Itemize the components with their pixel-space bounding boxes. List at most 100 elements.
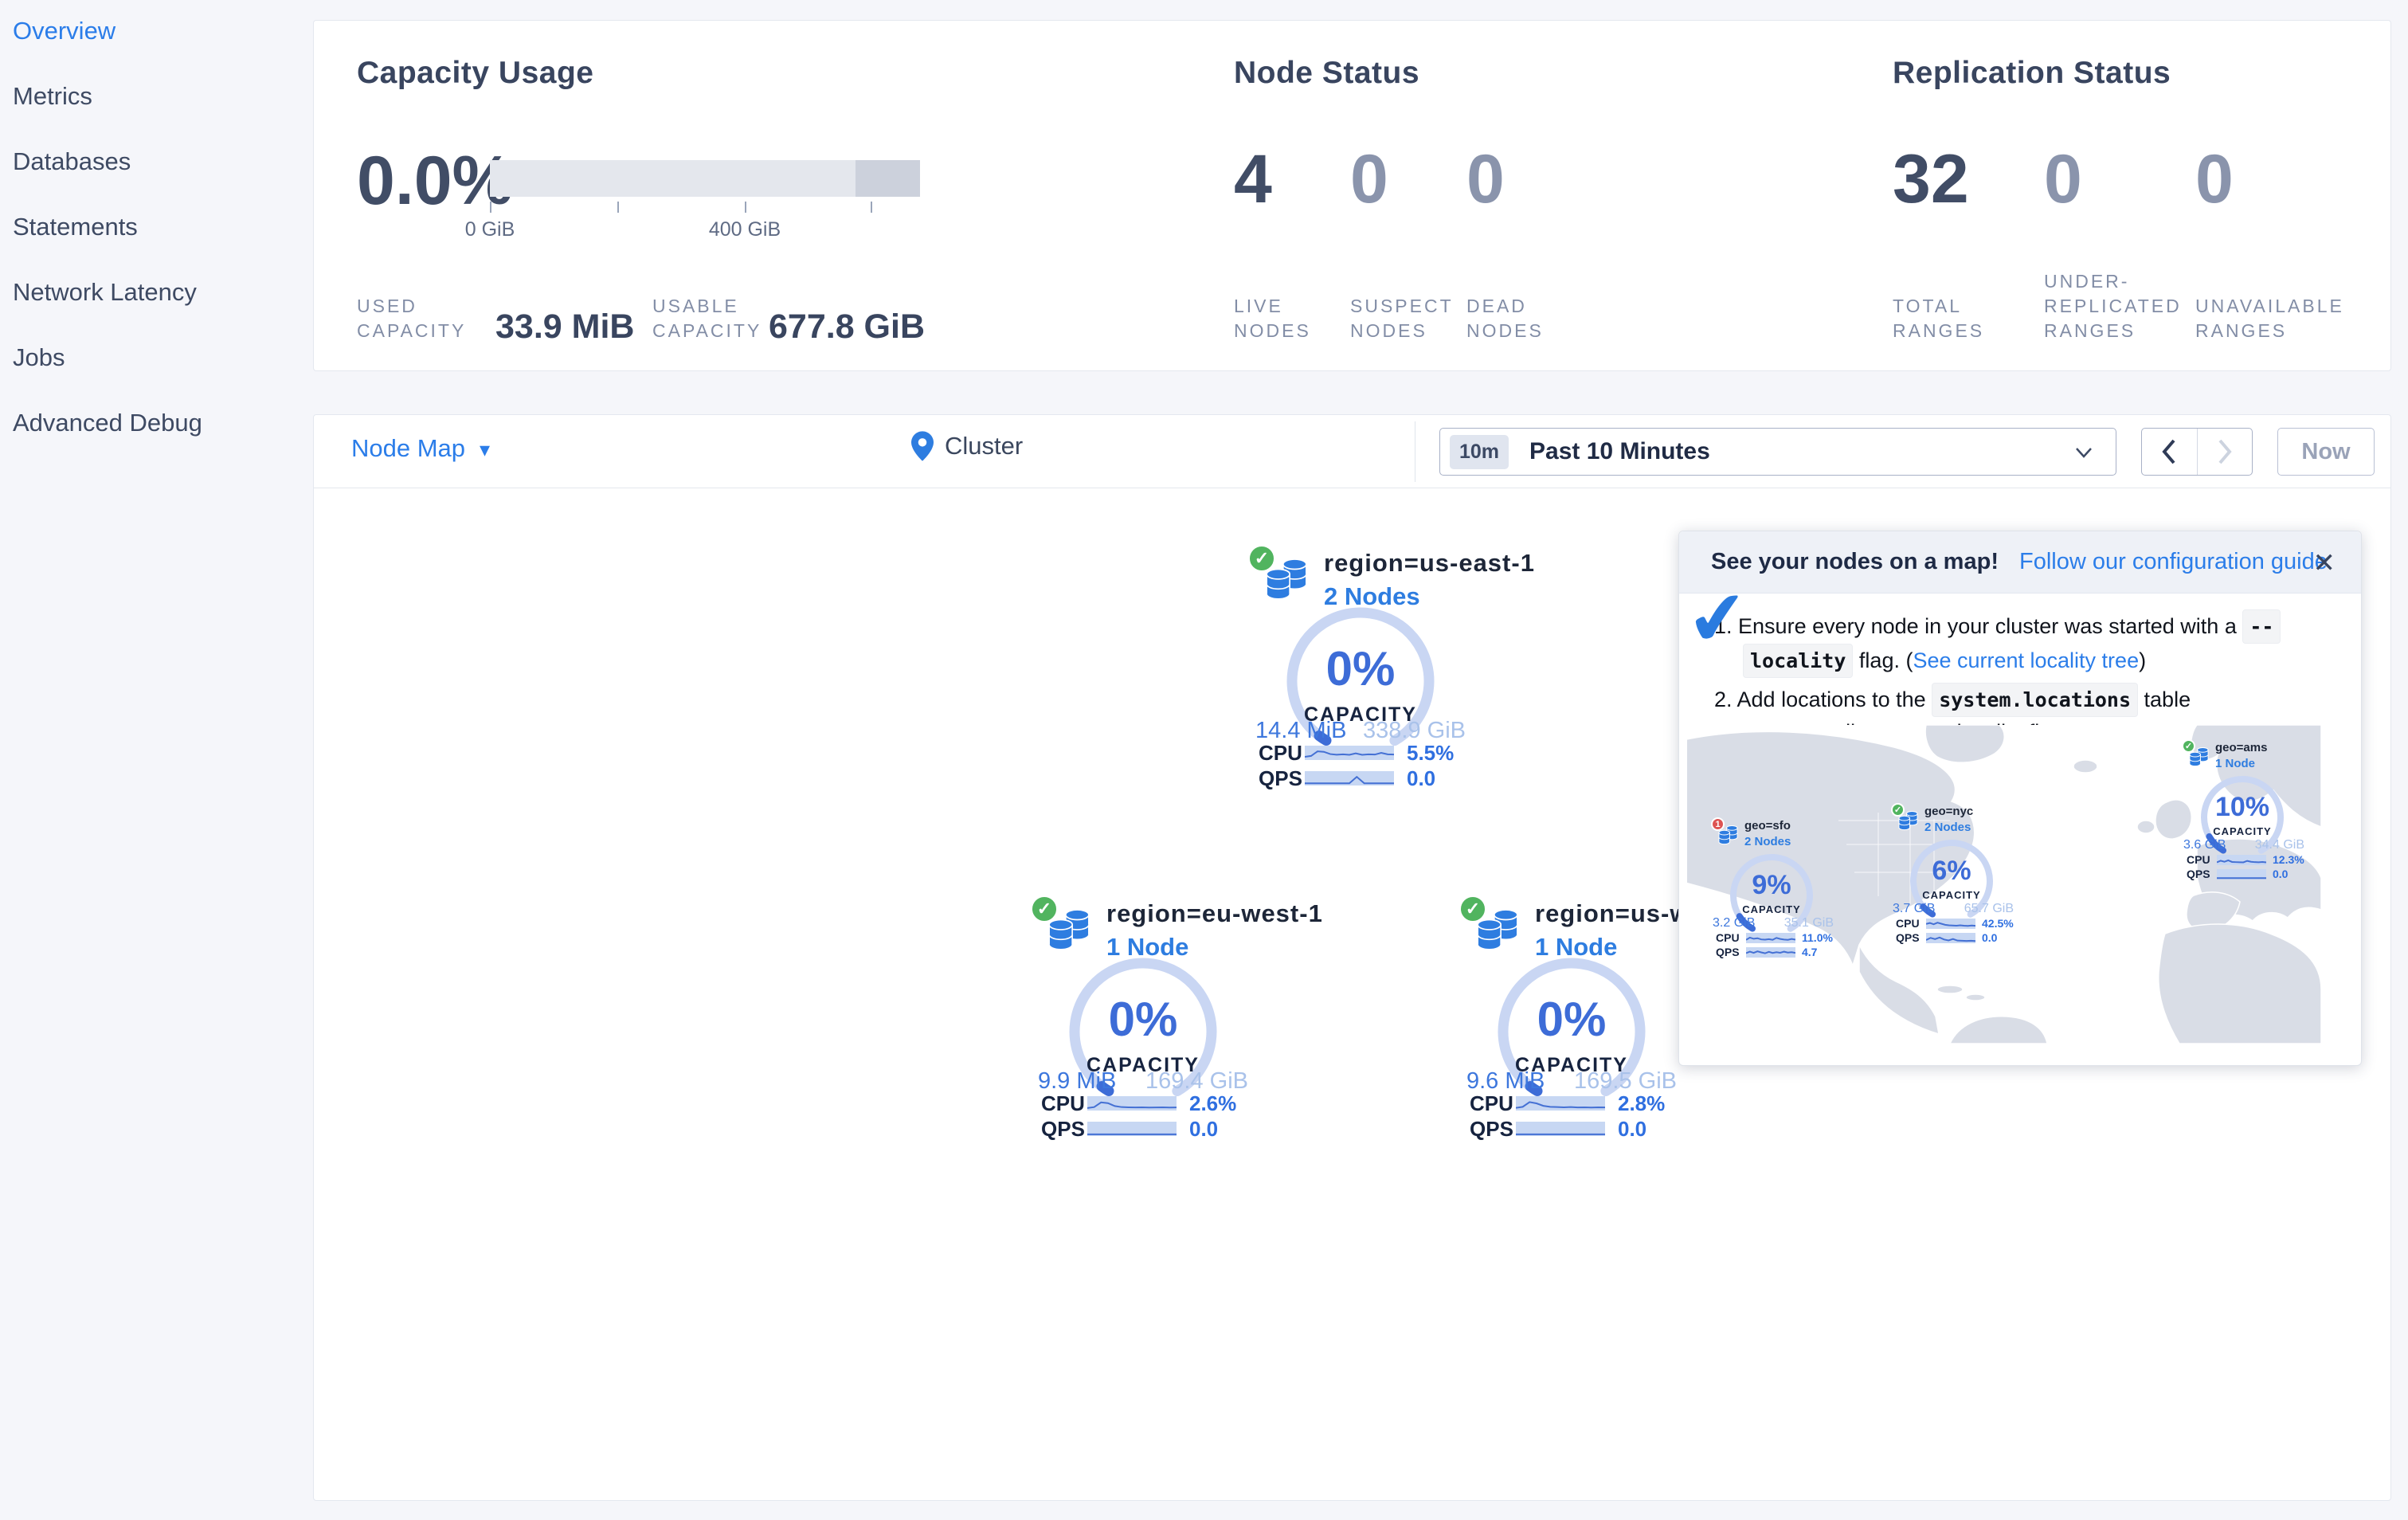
- sidebar-item-metrics[interactable]: Metrics: [13, 82, 92, 110]
- now-button[interactable]: Now: [2277, 428, 2375, 476]
- node-warning-badge: 1: [1711, 817, 1725, 831]
- capacity-bar-axis: [490, 202, 920, 213]
- map-node-us-east-1[interactable]: ✓ region=us-east-1 2 Nodes 0% CAPACITY: [1247, 544, 1534, 799]
- qps-label: QPS: [1896, 931, 1920, 944]
- mini-world-map: 1 geo=sfo 2 Nodes: [1687, 725, 2321, 1044]
- locality-tree-link[interactable]: See current locality tree: [1913, 648, 2140, 672]
- sidebar-item-statements[interactable]: Statements: [13, 213, 138, 241]
- node-total-value: 169.5 GiB: [1574, 1068, 1677, 1094]
- node-count-link[interactable]: 2 Nodes: [1324, 582, 1420, 610]
- sidebar-item-jobs[interactable]: Jobs: [13, 343, 65, 371]
- gauge-percent: 9%: [1752, 870, 1791, 900]
- capacity-gauge: [1286, 607, 1435, 755]
- usable-capacity-label: USABLE CAPACITY: [652, 296, 762, 341]
- view-selector-label: Node Map: [351, 434, 466, 462]
- capacity-used-percent: 0.0%: [357, 143, 514, 219]
- check-icon: ✓: [1036, 899, 1052, 919]
- capacity-gauge: [1730, 854, 1813, 937]
- time-next-button[interactable]: [2196, 429, 2253, 475]
- node-healthy-badge: ✓: [2182, 739, 2195, 753]
- suspect-nodes-count: 0: [1350, 141, 1388, 217]
- database-icon: [1266, 558, 1307, 600]
- capacity-usage-title: Capacity Usage: [357, 56, 594, 90]
- node-total-value: 34.4 GiB: [2254, 838, 2304, 852]
- cpu-value: 12.3%: [2273, 853, 2304, 866]
- sidebar-item-overview[interactable]: Overview: [13, 17, 116, 45]
- sidebar-item-databases[interactable]: Databases: [13, 147, 131, 175]
- qps-label: QPS: [1470, 1116, 1513, 1141]
- breadcrumb[interactable]: Cluster: [911, 431, 1023, 461]
- gauge-percent: 6%: [1932, 856, 1971, 886]
- popup-header: See your nodes on a map! Follow our conf…: [1679, 531, 2361, 594]
- sidebar: Overview Metrics Databases Statements Ne…: [0, 0, 313, 1520]
- chevron-right-icon: [2218, 439, 2232, 464]
- map-node-eu-west-1[interactable]: ✓ region=eu-west-1 1 Node 0% CAPACITY: [1030, 895, 1322, 1150]
- node-total-value: 169.4 GiB: [1145, 1068, 1248, 1094]
- check-icon: ✓: [1465, 899, 1481, 919]
- sidebar-item-network-latency[interactable]: Network Latency: [13, 278, 197, 306]
- cpu-sparkline: [1746, 932, 1795, 943]
- qps-sparkline: [2217, 868, 2266, 879]
- popup-step: 1. Ensure every node in your cluster was…: [1714, 609, 2329, 678]
- total-ranges-count: 32: [1893, 141, 1969, 217]
- gauge-capacity-label: CAPACITY: [1087, 1054, 1200, 1076]
- total-ranges-label: TOTAL RANGES: [1893, 296, 1985, 341]
- replication-status-title: Replication Status: [1893, 56, 2171, 90]
- qps-value: 0.0: [1982, 931, 1998, 944]
- cpu-label: CPU: [2187, 853, 2210, 866]
- cpu-value: 5.5%: [1407, 740, 1455, 765]
- node-locality-label: geo=sfo: [1744, 819, 1791, 832]
- view-selector-dropdown[interactable]: Node Map ▾: [351, 434, 490, 463]
- node-used-value: 3.2 GiB: [1713, 916, 1756, 930]
- node-count-link[interactable]: 1 Node: [1535, 933, 1618, 961]
- time-prev-button[interactable]: [2142, 429, 2197, 475]
- live-nodes-count: 4: [1234, 141, 1272, 217]
- qps-value: 4.7: [1802, 946, 1818, 958]
- qps-sparkline: [1926, 932, 1975, 943]
- database-icon: [1898, 810, 1918, 831]
- check-icon: ✓: [1254, 548, 1270, 568]
- cpu-value: 2.8%: [1618, 1091, 1666, 1115]
- configuration-guide-link[interactable]: Follow our configuration guide: [2018, 549, 2328, 574]
- sidebar-item-advanced-debug[interactable]: Advanced Debug: [13, 409, 202, 437]
- step-text: ): [2139, 648, 2147, 672]
- node-count-link[interactable]: 1 Node: [1106, 933, 1189, 961]
- cpu-value: 11.0%: [1802, 931, 1833, 944]
- under-replicated-ranges-count: 0: [2044, 141, 2082, 217]
- code-token: locality: [1743, 644, 1854, 678]
- big-check-icon: ✔: [1682, 575, 1753, 663]
- node-count-label: 1 Node: [2215, 757, 2256, 770]
- node-healthy-badge: ✓: [1247, 544, 1276, 573]
- cpu-sparkline: [1305, 746, 1394, 760]
- check-icon: ✓: [1893, 805, 1902, 815]
- cpu-value: 42.5%: [1982, 917, 2014, 930]
- unavailable-ranges-count: 0: [2195, 141, 2234, 217]
- chevron-down-icon: [2076, 448, 2092, 458]
- time-range-badge: 10m: [1450, 434, 1509, 469]
- cpu-sparkline: [1516, 1096, 1605, 1111]
- gauge-capacity-label: CAPACITY: [1922, 889, 1981, 901]
- capacity-gauge: [1910, 840, 1993, 923]
- usable-capacity-value: 677.8 GiB: [769, 308, 925, 346]
- capacity-axis-label-0: 0 GiB: [464, 218, 515, 241]
- gauge-percent: 10%: [2214, 792, 2270, 822]
- qps-sparkline: [1305, 771, 1394, 785]
- unavailable-ranges-label: UNAVAILABLE RANGES: [2195, 296, 2344, 341]
- world-map-graphic: [1687, 725, 2321, 1044]
- cpu-sparkline: [2217, 854, 2266, 865]
- code-token: system.locations: [1932, 683, 2139, 717]
- close-icon[interactable]: ✕: [2312, 548, 2336, 578]
- node-healthy-badge: ✓: [1030, 895, 1059, 923]
- map-node-us-west-1[interactable]: ✓ region=us-west-1 1 Node 0% CAPACITY: [1459, 895, 1751, 1150]
- node-healthy-badge: ✓: [1459, 895, 1487, 923]
- cpu-sparkline: [1087, 1096, 1177, 1111]
- live-nodes-label: LIVE NODES: [1234, 296, 1311, 341]
- qps-sparkline: [1087, 1122, 1177, 1136]
- gauge-capacity-label: CAPACITY: [1742, 903, 1801, 915]
- qps-label: QPS: [1716, 946, 1740, 958]
- time-range-label: Past 10 Minutes: [1529, 438, 1710, 464]
- node-total-value: 35.1 GiB: [1783, 916, 1834, 930]
- time-range-dropdown[interactable]: 10m Past 10 Minutes: [1439, 428, 2116, 476]
- cpu-label: CPU: [1896, 917, 1920, 930]
- qps-value: 0.0: [2273, 868, 2289, 880]
